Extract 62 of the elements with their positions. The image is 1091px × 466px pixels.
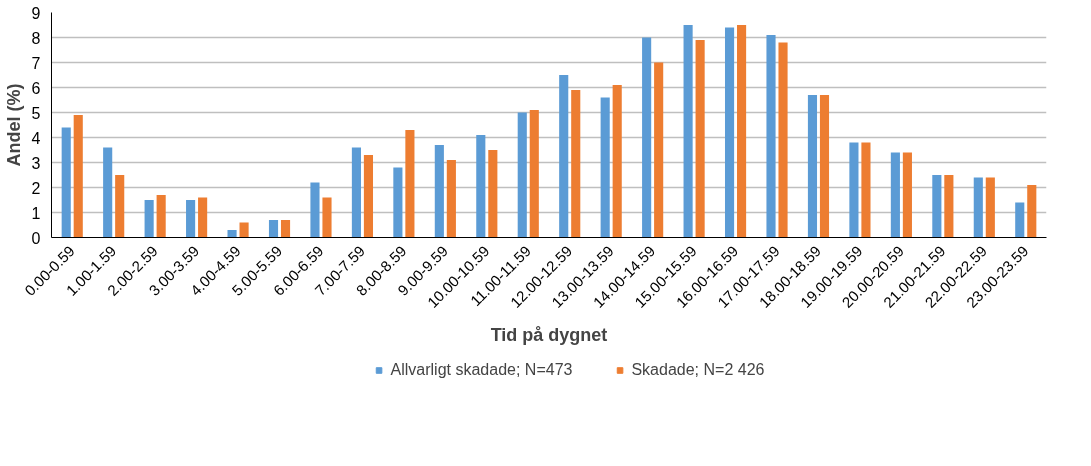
bar [446,160,456,238]
bar [268,220,279,238]
bar [612,85,622,238]
bar [600,97,610,238]
bar [322,197,332,238]
bar [1015,202,1025,238]
bar [807,95,818,238]
bar [434,145,444,238]
bar [766,35,776,238]
bar [363,155,374,238]
y-axis-title: Andel (%) [3,83,24,167]
bar [61,127,71,238]
bar [488,150,498,238]
bar [849,142,859,238]
bar [695,40,705,238]
bar [944,175,954,238]
legend-label: Skadade; N=2 426 [631,361,765,379]
bar [902,152,912,238]
bar [115,175,125,238]
x-axis-title: Tid på dygnet [490,325,608,346]
bar [737,25,747,238]
bar [351,147,361,238]
bar [654,62,664,238]
bar [405,130,415,238]
bar [393,167,403,238]
bar [227,230,237,238]
bar [517,112,527,238]
bar [571,90,581,238]
bar [932,175,942,238]
bar [973,177,983,238]
y-tick-label: 7 [31,54,41,72]
bar [1027,185,1037,238]
bar [476,135,486,238]
y-tick-label: 2 [31,179,41,197]
bar [186,200,196,238]
y-tick-label: 6 [31,79,41,97]
bar [310,182,320,238]
bar [144,200,154,238]
bar [819,95,830,238]
bar [73,115,83,238]
bar [103,147,113,238]
bar [559,75,569,238]
bar [683,25,693,238]
bar [890,152,900,238]
bar [778,42,788,238]
bar [985,177,995,238]
y-tick-label: 1 [31,204,41,222]
y-tick-label: 3 [31,154,41,172]
bar [724,27,735,238]
bar [642,37,652,238]
bar [156,195,166,238]
y-tick-label: 8 [31,29,41,47]
bar [198,197,208,238]
y-tick-label: 4 [31,129,41,147]
legend-label: Allvarligt skadade; N=473 [390,361,573,379]
bar [239,222,249,238]
bar [529,110,539,238]
y-tick-label: 5 [31,104,41,122]
y-tick-label: 9 [31,4,41,22]
bar [280,220,291,238]
bar [861,142,871,238]
y-tick-label: 0 [31,229,41,247]
